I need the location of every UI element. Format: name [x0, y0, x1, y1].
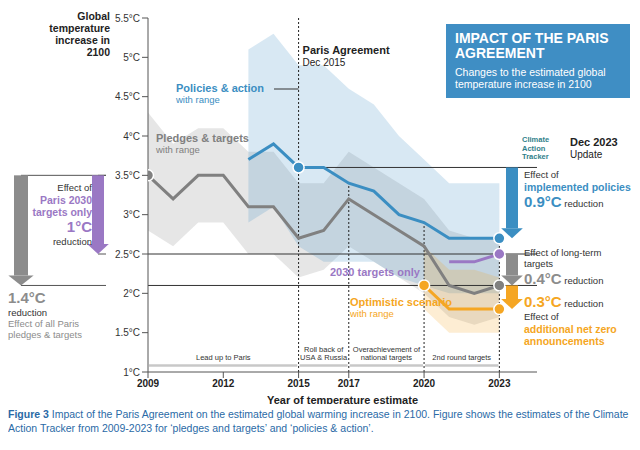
html-text:implemented policies: implemented policies: [524, 181, 631, 194]
svg-text:2017: 2017: [338, 378, 361, 389]
svg-text:2009: 2009: [137, 378, 160, 389]
svg-text:5°C: 5°C: [123, 52, 140, 63]
html-text:1°C: 1°C: [66, 218, 92, 236]
svg-text:Lead up to Paris: Lead up to Paris: [196, 353, 251, 362]
html-text:additional net zero announceme: additional net zero announcements: [524, 322, 617, 347]
html-text:Effect of long-term targets: Effect of long-term targets: [524, 247, 602, 269]
html-text:Paris 2030 targets only: Paris 2030 targets only: [32, 194, 92, 219]
html-text:Paris Agreement: Paris Agreement: [302, 44, 390, 56]
svg-text:2.5°C: 2.5°C: [115, 249, 140, 260]
html-text:Effect of: Effect of: [524, 169, 559, 181]
svg-text:2012: 2012: [212, 378, 235, 389]
html-text:0.4°Creduction: 0.4°Creduction: [524, 269, 604, 287]
svg-text:4.5°C: 4.5°C: [115, 91, 140, 102]
svg-text:2020: 2020: [413, 378, 436, 389]
svg-text:Year of temperature estimate: Year of temperature estimate: [267, 394, 418, 404]
html-text:reduction: reduction: [52, 235, 92, 247]
svg-text:3°C: 3°C: [123, 209, 140, 220]
html-text:Figure 3 Impact of the Paris A: Figure 3 Impact of the Paris Agreement o…: [8, 408, 629, 434]
html-text:Effect of: Effect of: [57, 182, 92, 194]
html-text:Climate Action Tracker: Climate Action Tracker: [522, 135, 550, 162]
html-text:Global temperature increase in: Global temperature increase in 2100: [49, 10, 110, 59]
html-text:Dec 2023: Dec 2023: [570, 136, 618, 148]
svg-text:2015: 2015: [287, 378, 310, 389]
html-text:Effect of: Effect of: [524, 310, 559, 322]
html-text:reduction: reduction: [8, 306, 48, 318]
svg-text:5.5°C: 5.5°C: [115, 13, 140, 24]
html-text:with range: with range: [350, 307, 394, 319]
html-text:IMPACT OF THE PARIS AGREEMENT: IMPACT OF THE PARIS AGREEMENT: [455, 30, 609, 62]
html-text:Dec 2015: Dec 2015: [302, 56, 346, 68]
html-text:Effect of all Paris pledges &: Effect of all Paris pledges & targets: [8, 317, 82, 340]
html-text:0.3°Creduction: 0.3°Creduction: [524, 293, 604, 311]
svg-text:2°C: 2°C: [123, 288, 140, 299]
html-text:with range: with range: [156, 143, 200, 155]
svg-text:Roll back ofUSA & Russia: Roll back ofUSA & Russia: [300, 345, 348, 363]
html-text:with range: with range: [176, 93, 220, 105]
html-text:2030 targets only: 2030 targets only: [330, 266, 420, 278]
html-text:0.9°Creduction: 0.9°Creduction: [524, 193, 604, 211]
svg-text:Overachievement ofnational tar: Overachievement ofnational targets: [353, 345, 421, 363]
html-text:Update: Update: [570, 148, 603, 160]
svg-text:4°C: 4°C: [123, 131, 140, 142]
html-text:Optimistic scenario: Optimistic scenario: [350, 296, 453, 308]
html-text:Pledges & targets: Pledges & targets: [156, 132, 249, 144]
svg-text:3.5°C: 3.5°C: [115, 170, 140, 181]
svg-text:1.5°C: 1.5°C: [115, 327, 140, 338]
html-text:1.4°C: 1.4°C: [8, 289, 46, 307]
html-text:Policies & action: Policies & action: [176, 82, 264, 94]
svg-text:1°C: 1°C: [123, 367, 140, 378]
svg-text:2nd round targets: 2nd round targets: [432, 353, 491, 362]
svg-text:2023: 2023: [488, 378, 511, 389]
html-text:Changes to the estimated globa: Changes to the estimated global temperat…: [455, 65, 606, 90]
